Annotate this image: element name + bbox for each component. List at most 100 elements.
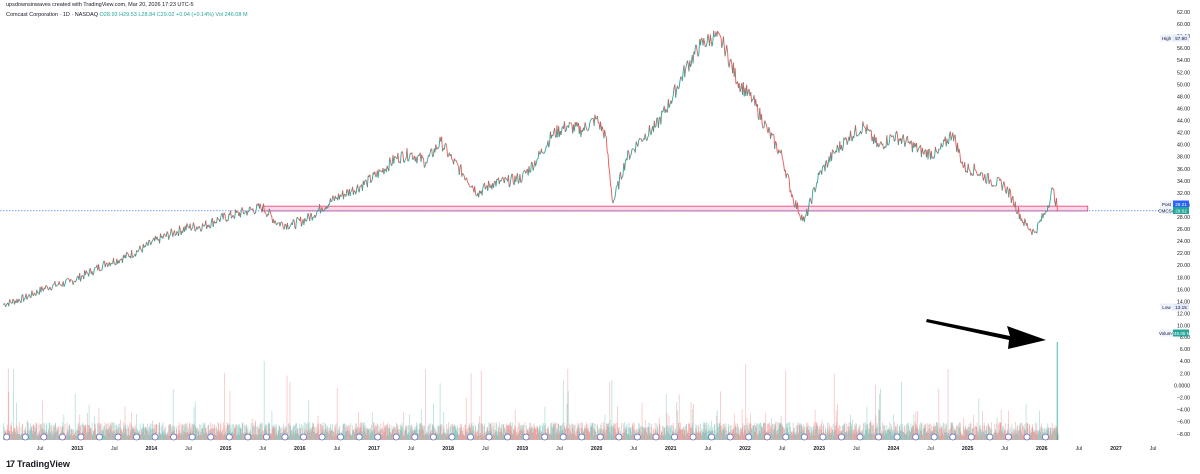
volume-label-value-bg bbox=[1173, 329, 1189, 337]
volume-bar bbox=[425, 434, 427, 440]
volume-bar bbox=[600, 425, 601, 440]
volume-bar bbox=[466, 431, 467, 440]
volume-bar bbox=[924, 426, 925, 440]
price-segment bbox=[222, 212, 225, 220]
volume-bar bbox=[43, 422, 45, 440]
volume-bar bbox=[289, 425, 291, 440]
volume-bar bbox=[717, 423, 718, 440]
volume-bar bbox=[995, 432, 997, 440]
price-segment bbox=[455, 160, 458, 163]
volume-bar bbox=[293, 425, 294, 440]
volume-bar bbox=[681, 430, 683, 440]
price-segment bbox=[443, 144, 446, 150]
price-segment bbox=[19, 299, 21, 303]
volume-bar bbox=[104, 435, 105, 440]
volume-bar bbox=[587, 428, 588, 440]
event-marker-icon bbox=[912, 433, 920, 441]
volume-bar bbox=[114, 430, 116, 440]
volume-bar bbox=[218, 429, 220, 440]
volume-bar bbox=[1018, 425, 1020, 440]
price-segment bbox=[297, 218, 300, 220]
volume-bar bbox=[609, 381, 611, 440]
price-segment bbox=[295, 219, 297, 230]
volume-bar bbox=[576, 427, 578, 440]
price-segment bbox=[125, 251, 128, 259]
volume-bar bbox=[596, 423, 598, 440]
volume-bar bbox=[314, 426, 315, 440]
volume-bar bbox=[103, 431, 104, 440]
volume-bar bbox=[985, 434, 987, 440]
volume-bar bbox=[94, 424, 96, 440]
volume-bar bbox=[438, 425, 439, 440]
volume-bar bbox=[603, 422, 605, 440]
volume-bar bbox=[661, 431, 663, 440]
volume-bar bbox=[537, 428, 538, 440]
volume-bar bbox=[758, 433, 760, 440]
volume-bar bbox=[316, 433, 317, 440]
price-segment bbox=[300, 222, 303, 227]
volume-bar bbox=[794, 435, 796, 440]
volume-bar bbox=[1022, 435, 1023, 440]
volume-bar bbox=[166, 435, 167, 440]
volume-bar bbox=[350, 434, 352, 440]
volume-bar bbox=[1032, 427, 1034, 440]
volume-bar bbox=[367, 430, 369, 440]
price-segment bbox=[730, 58, 733, 64]
volume-bar bbox=[272, 426, 274, 440]
volume-bar bbox=[833, 435, 834, 440]
volume-bar bbox=[405, 425, 406, 440]
price-segment bbox=[199, 228, 202, 232]
volume-bar bbox=[917, 411, 918, 440]
volume-bar bbox=[513, 428, 515, 440]
price-segment bbox=[113, 258, 115, 265]
volume-bar bbox=[1040, 431, 1041, 440]
volume-bar bbox=[957, 426, 959, 440]
volume-bar bbox=[501, 429, 503, 440]
volume-bar bbox=[707, 422, 709, 440]
price-segment bbox=[1031, 229, 1034, 236]
volume-bar bbox=[8, 391, 10, 440]
volume-bar bbox=[960, 431, 962, 440]
volume-bar bbox=[588, 431, 589, 440]
price-segment bbox=[210, 219, 213, 227]
price-segment bbox=[626, 150, 629, 161]
price-segment bbox=[261, 207, 264, 213]
event-marker-icon bbox=[207, 433, 215, 441]
volume-bar bbox=[567, 391, 569, 440]
volume-bar bbox=[87, 424, 89, 440]
volume-bar bbox=[299, 427, 301, 440]
price-segment bbox=[923, 150, 926, 155]
price-segment bbox=[934, 146, 937, 152]
price-segment bbox=[248, 206, 250, 213]
volume-bar bbox=[642, 427, 644, 440]
x-tick-label: Jul bbox=[334, 446, 341, 452]
volume-bar bbox=[460, 430, 461, 440]
volume-bar bbox=[688, 423, 689, 440]
volume-bar bbox=[873, 432, 875, 440]
volume-bar bbox=[711, 420, 712, 440]
price-segment bbox=[374, 171, 377, 177]
price-segment bbox=[540, 148, 543, 154]
volume-bar bbox=[241, 433, 243, 440]
volume-bar bbox=[69, 435, 71, 440]
volume-bar bbox=[74, 393, 76, 440]
volume-bar bbox=[416, 428, 418, 440]
volume-bar bbox=[816, 423, 818, 440]
price-segment bbox=[283, 224, 286, 230]
volume-bar bbox=[630, 427, 631, 440]
volume-bar bbox=[848, 426, 849, 440]
price-segment bbox=[488, 180, 490, 186]
volume-bar bbox=[254, 425, 256, 440]
volume-bar bbox=[183, 430, 185, 440]
volume-bar bbox=[966, 428, 967, 440]
tradingview-brand[interactable]: 17 TradingView bbox=[6, 459, 70, 469]
volume-bar bbox=[594, 430, 596, 440]
volume-bar bbox=[689, 423, 690, 440]
volume-bar bbox=[882, 431, 884, 440]
volume-bar bbox=[704, 433, 706, 440]
volume-bar bbox=[604, 430, 606, 440]
volume-bar bbox=[89, 425, 90, 440]
